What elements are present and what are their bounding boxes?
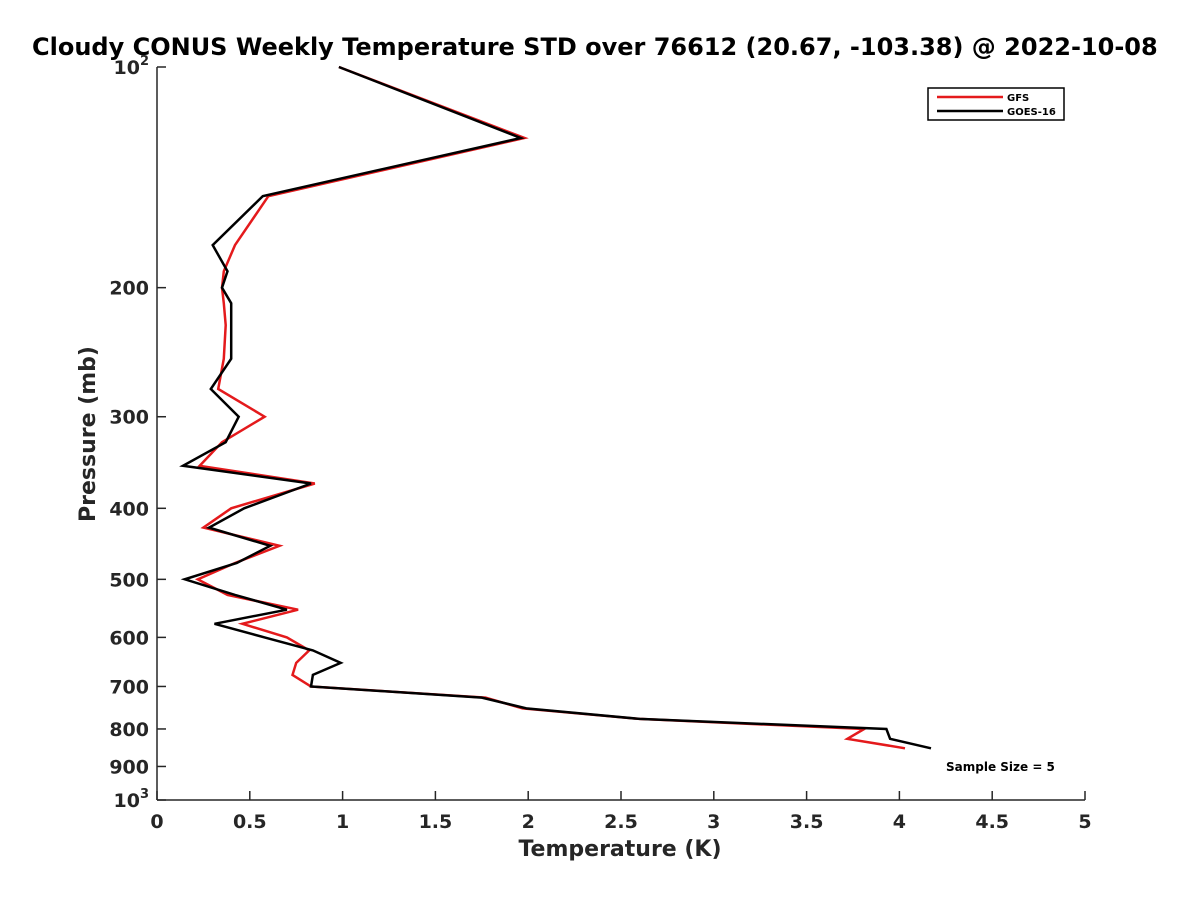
x-tick-label: 4.5: [975, 811, 1009, 833]
chart-title: Cloudy CONUS Weekly Temperature STD over…: [32, 33, 1158, 61]
x-tick-label: 0: [150, 811, 163, 833]
y-axis-label: Pressure (mb): [76, 346, 101, 522]
y-tick-label: 200: [109, 278, 149, 300]
x-tick-label: 1: [336, 811, 349, 833]
x-tick-label: 2.5: [604, 811, 638, 833]
legend-label-gfs: GFS: [1007, 93, 1029, 104]
x-tick-label: 3.5: [790, 811, 824, 833]
series-line-gfs: [194, 65, 906, 750]
y-tick-label: 103: [114, 787, 150, 812]
y-tick-label: 600: [109, 627, 149, 649]
y-tick-label: 102: [114, 54, 150, 79]
plot-axes: [156, 67, 1085, 801]
x-tick-label: 1.5: [419, 811, 453, 833]
sample-size-annotation: Sample Size = 5: [946, 760, 1055, 774]
legend: GFS GOES-16: [927, 87, 1065, 121]
y-tick-label: 300: [109, 407, 149, 429]
y-tick-label: 800: [109, 719, 149, 741]
y-tick-label: 500: [109, 569, 149, 591]
x-tick-label: 3: [707, 811, 720, 833]
series-layer: [179, 65, 932, 750]
y-tick-label: 900: [109, 756, 149, 778]
y-tick-label: 400: [109, 498, 149, 520]
y-tick-label: 700: [109, 676, 149, 698]
series-line-goes16: [179, 65, 932, 750]
legend-label-goes16: GOES-16: [1007, 107, 1056, 118]
legend-box: [927, 87, 1065, 121]
x-tick-label: 0.5: [233, 811, 267, 833]
x-axis-label: Temperature (K): [518, 837, 721, 862]
x-tick-label: 2: [522, 811, 535, 833]
x-tick-label: 5: [1078, 811, 1091, 833]
tick-layer: 0 0.5 1 1.5 2 2.5 3 3.5 4 4.5 5 102 200 300 400 500 600 7…: [109, 54, 1091, 833]
x-tick-label: 4: [893, 811, 906, 833]
